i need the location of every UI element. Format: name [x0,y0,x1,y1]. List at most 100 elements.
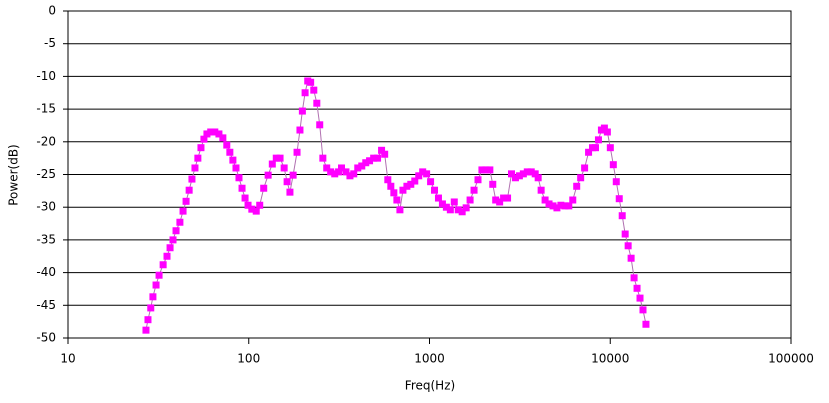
data-point [600,124,608,132]
data-point [446,206,454,214]
data-point [581,164,589,172]
data-point [565,202,573,210]
data-point [482,166,490,174]
y-tick-label: -50 [36,331,56,345]
data-point [176,218,184,226]
data-point [511,174,519,182]
data-point [609,161,617,169]
data-point [615,195,623,203]
data-point [159,261,167,269]
data-point [241,194,249,202]
data-point [387,182,395,190]
data-point [289,171,297,179]
y-tick-label: -30 [36,200,56,214]
data-point [527,168,535,176]
data-point [630,274,638,282]
data-point [478,166,486,174]
data-point [378,146,386,154]
data-point [307,78,315,86]
data-point [346,172,354,180]
data-point [515,172,523,180]
data-point [403,182,411,190]
data-point [319,154,327,162]
data-point [633,284,641,292]
data-point [219,134,227,142]
data-point [431,186,439,194]
data-point [298,107,306,115]
data-point [621,230,629,238]
y-tick-label: -35 [36,232,56,246]
y-tick-label: -45 [36,298,56,312]
data-point [577,174,585,182]
data-point [362,159,370,167]
data-point [194,154,202,162]
y-tick-label: -5 [44,36,56,50]
data-point [492,196,500,204]
data-point [149,293,157,301]
data-point [200,135,208,143]
data-point [500,194,508,202]
data-point [399,186,407,194]
data-point [486,166,494,174]
data-point [545,200,553,208]
data-point [358,162,366,170]
data-point [618,212,626,220]
data-point [293,148,301,156]
y-axis-label: Power(dB) [7,144,21,206]
x-tick-label: 100 [237,352,260,366]
data-point [591,144,599,152]
data-point [207,128,215,136]
data-point [470,186,478,194]
data-point [229,156,237,164]
data-point [223,141,231,149]
data-point [384,176,392,184]
data-point [197,144,205,152]
x-tick-label: 100000 [768,352,814,366]
data-point [553,204,561,212]
data-point [489,180,497,188]
data-point [172,227,180,235]
data-point [331,170,339,178]
data-point [606,144,614,152]
data-point [316,121,324,129]
data-point [238,184,246,192]
data-point [147,304,155,312]
data-point [411,177,419,185]
data-point [191,164,199,172]
data-point [152,281,160,289]
x-axis-label: Freq(Hz) [405,379,455,393]
data-point [185,186,193,194]
data-point [419,168,427,176]
data-point [155,271,163,279]
data-point [541,196,549,204]
data-point [144,316,152,324]
data-point [166,244,174,252]
data-point [466,196,474,204]
x-tick-label: 1000 [414,352,445,366]
data-point [594,136,602,144]
data-point [203,130,211,138]
data-point [327,168,335,176]
data-point [504,194,512,202]
data-point [310,86,318,94]
data-point [523,168,531,176]
data-point [636,294,644,302]
data-point [366,157,374,165]
data-point [381,150,389,158]
data-point [569,196,577,204]
data-point [612,178,620,186]
data-point [169,236,177,244]
data-point [182,197,190,205]
data-point [393,196,401,204]
data-point [624,242,632,250]
data-point [142,326,150,334]
data-point [442,203,450,211]
data-point [458,208,466,216]
data-point [268,160,276,168]
data-point [350,170,358,178]
data-point [283,178,291,186]
data-point [374,154,382,162]
data-point [507,170,515,178]
